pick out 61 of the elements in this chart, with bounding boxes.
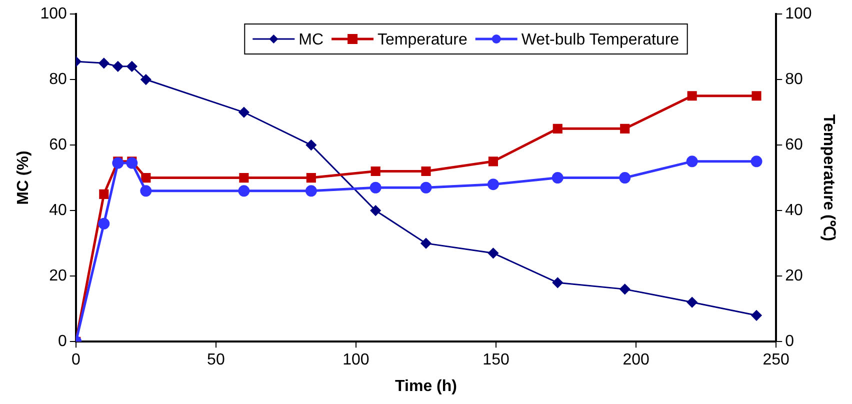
point	[306, 173, 316, 183]
point	[370, 166, 380, 176]
point	[112, 157, 124, 169]
point	[305, 185, 317, 197]
x-axis-title: Time (h)	[395, 378, 457, 395]
legend-label: Wet-bulb Temperature	[521, 31, 680, 48]
point	[750, 156, 762, 168]
x-tick-label: 50	[207, 352, 225, 369]
x-tick-label: 100	[342, 352, 370, 369]
point	[98, 218, 110, 230]
legend-label: MC	[298, 31, 324, 48]
x-tick-label: 200	[622, 352, 650, 369]
y2-tick-label: 100	[785, 5, 812, 22]
point	[98, 58, 110, 68]
point	[238, 107, 250, 118]
point	[420, 238, 432, 249]
legend-label: Temperature	[378, 31, 468, 48]
point	[126, 61, 138, 72]
y-tick-label: 60	[49, 136, 67, 154]
point	[140, 185, 152, 197]
point	[239, 173, 249, 183]
y-tick-label: 100	[40, 5, 67, 22]
y2-tick-label: 0	[785, 333, 794, 350]
y2-axis-title: Temperature (℃)	[820, 114, 837, 242]
point	[421, 166, 431, 176]
point	[99, 189, 109, 199]
x-tick-label: 250	[762, 352, 790, 369]
y-tick-label: 80	[49, 70, 67, 88]
point	[306, 140, 316, 150]
point	[686, 297, 698, 308]
point	[751, 310, 762, 321]
y2-tick-label: 20	[785, 267, 804, 284]
y2-tick-label: 40	[785, 202, 804, 219]
point	[620, 124, 630, 134]
point	[552, 172, 564, 184]
y-axis-title: MC (%)	[15, 150, 32, 205]
point	[112, 61, 124, 72]
y-tick-label: 20	[49, 267, 67, 284]
point	[140, 74, 152, 85]
y-tick-label: 40	[49, 202, 67, 219]
x-tick-label: 150	[482, 352, 510, 369]
point	[141, 173, 151, 183]
point	[487, 178, 499, 190]
point	[488, 248, 498, 258]
x-tick-label: 0	[71, 352, 80, 369]
y2-tick-label: 80	[785, 70, 804, 88]
point	[370, 182, 382, 194]
point	[620, 284, 630, 294]
point	[687, 91, 697, 101]
point	[370, 205, 381, 216]
point	[420, 182, 432, 194]
point	[126, 157, 138, 169]
point	[752, 91, 762, 101]
point	[686, 156, 698, 168]
point	[238, 185, 250, 197]
point	[552, 277, 563, 288]
y2-tick-label: 60	[785, 136, 804, 154]
point	[552, 124, 562, 134]
point	[488, 156, 498, 166]
y-tick-label: 0	[58, 333, 67, 350]
point	[619, 172, 631, 184]
